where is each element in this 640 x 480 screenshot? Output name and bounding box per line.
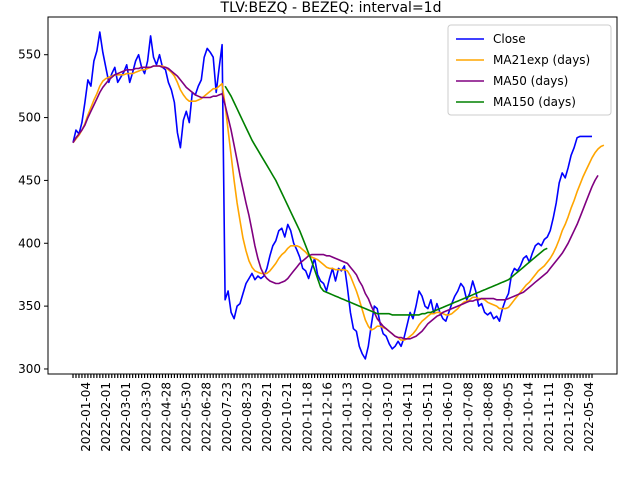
x-tick-label: 2022-05-04	[582, 382, 596, 452]
x-tick-label: 2021-09-05	[502, 382, 516, 452]
y-tick-label: 300	[18, 362, 41, 376]
x-tick-label: 2021-06-10	[441, 382, 455, 452]
y-tick-label: 550	[18, 48, 41, 62]
y-tick-label: 400	[18, 236, 41, 250]
x-tick-label: 2021-10-14	[522, 382, 536, 452]
legend-label: MA50 (days)	[493, 74, 568, 88]
legend-box	[447, 24, 612, 116]
y-tick-label: 500	[18, 111, 41, 125]
x-tick-label: 2022-04-28	[159, 382, 173, 452]
x-tick-label: 2022-06-28	[200, 382, 214, 452]
x-tick-label: 2022-03-01	[119, 382, 133, 452]
x-tick-label: 2020-10-21	[280, 382, 294, 452]
x-tick-label: 2021-12-09	[562, 382, 576, 452]
x-tick-label: 2020-07-23	[220, 382, 234, 452]
x-tick-label: 2021-03-10	[381, 382, 395, 452]
x-tick-label: 2022-01-04	[79, 382, 93, 452]
x-tick-label: 2021-01-13	[341, 382, 355, 452]
legend-label: MA150 (days)	[493, 95, 576, 109]
x-axis: 2022-01-04 2022-02-01 2022-03-01 2022-03-30…	[72, 374, 596, 452]
legend-label: Close	[493, 32, 526, 46]
y-tick-label: 350	[18, 299, 41, 313]
x-tick-label: 2022-05-30	[180, 382, 194, 452]
series-line-3	[224, 85, 548, 316]
x-tick-label: 2021-07-08	[461, 382, 475, 452]
x-tick-label: 2022-03-30	[139, 382, 153, 452]
legend-label: MA21exp (days)	[493, 53, 590, 67]
x-tick-label: 2021-04-11	[401, 382, 415, 452]
x-tick-label: 2020-11-18	[300, 382, 314, 452]
legend: Close MA21exp (days) MA50 (days) MA150 (day…	[447, 24, 612, 116]
x-tick-label: 2021-02-10	[361, 382, 375, 452]
series-lines	[72, 31, 605, 360]
x-tick-label: 2020-12-16	[320, 382, 334, 452]
chart-title: TLV:BEZQ - BEZEQ: interval=1d	[220, 0, 442, 16]
x-tick-label: 2020-08-23	[240, 382, 254, 452]
x-tick-label: 2022-02-01	[99, 382, 113, 452]
series-line-2	[72, 65, 599, 340]
x-tick-label: 2021-08-08	[481, 382, 495, 452]
x-tick-label: 2021-05-11	[421, 382, 435, 452]
x-tick-label: 2021-11-11	[542, 382, 556, 452]
y-tick-label: 450	[18, 173, 41, 187]
x-tick-label: 2020-09-21	[260, 382, 274, 452]
y-axis: 300 350 400 450 500 550	[18, 48, 48, 376]
